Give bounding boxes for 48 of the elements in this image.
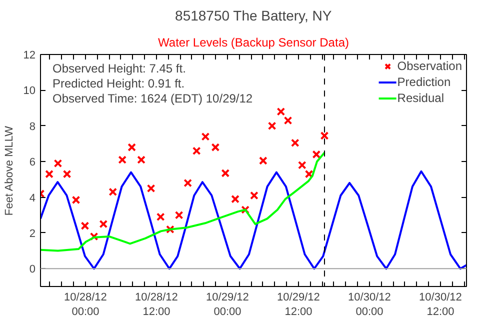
y-tick-label: 0 xyxy=(29,264,36,276)
point xyxy=(184,178,192,188)
point xyxy=(231,194,240,204)
point xyxy=(108,188,118,196)
point xyxy=(72,196,80,204)
legend-label: Prediction xyxy=(397,74,451,90)
point xyxy=(201,132,210,141)
legend-label: Observation xyxy=(397,58,462,74)
chart-subtitle: Water Levels (Backup Sensor Data) xyxy=(158,36,349,50)
annotation: Predicted Height: 0.91 ft. xyxy=(52,76,185,90)
y-axis-title: Feet Above MLLW xyxy=(3,125,16,216)
point xyxy=(211,143,220,152)
y-tick-label: 6 xyxy=(29,156,36,169)
point xyxy=(128,143,136,152)
point xyxy=(137,156,146,164)
x-tick-label: 10/30/12 12:00 xyxy=(419,292,462,318)
annotation: Observed Time: 1624 (EDT) 10/29/12 xyxy=(52,92,253,106)
point xyxy=(99,220,108,228)
point xyxy=(192,146,201,156)
y-tick-label: 4 xyxy=(29,192,36,204)
annotation: Observed Height: 7.45 ft. xyxy=(52,62,186,76)
point xyxy=(241,206,250,214)
point xyxy=(174,210,184,220)
y-tick-label: 8 xyxy=(29,120,36,133)
point xyxy=(268,122,276,130)
point xyxy=(166,225,174,234)
x-tick-label: 10/29/12 00:00 xyxy=(206,292,249,318)
point xyxy=(156,212,165,222)
chart-title: 8518750 The Battery, NY xyxy=(175,8,332,24)
point xyxy=(80,222,90,230)
point xyxy=(221,168,230,178)
y-tick-label: 10 xyxy=(23,85,36,98)
point xyxy=(62,170,72,178)
point xyxy=(276,107,286,116)
x-tick-label: 10/28/12 12:00 xyxy=(135,292,178,318)
point xyxy=(258,156,268,165)
point xyxy=(45,170,54,178)
y-tick-label: 12 xyxy=(23,50,36,62)
legend-label: Residual xyxy=(397,90,444,106)
point xyxy=(118,156,127,164)
y-tick-label: 2 xyxy=(29,228,36,240)
x-tick-label: 10/29/12 12:00 xyxy=(277,292,320,318)
point xyxy=(250,191,258,200)
point xyxy=(54,159,62,168)
point xyxy=(146,184,156,193)
x-tick-label: 10/30/12 00:00 xyxy=(348,292,391,318)
point xyxy=(90,232,98,241)
x-tick-label: 10/28/12 00:00 xyxy=(64,292,107,318)
